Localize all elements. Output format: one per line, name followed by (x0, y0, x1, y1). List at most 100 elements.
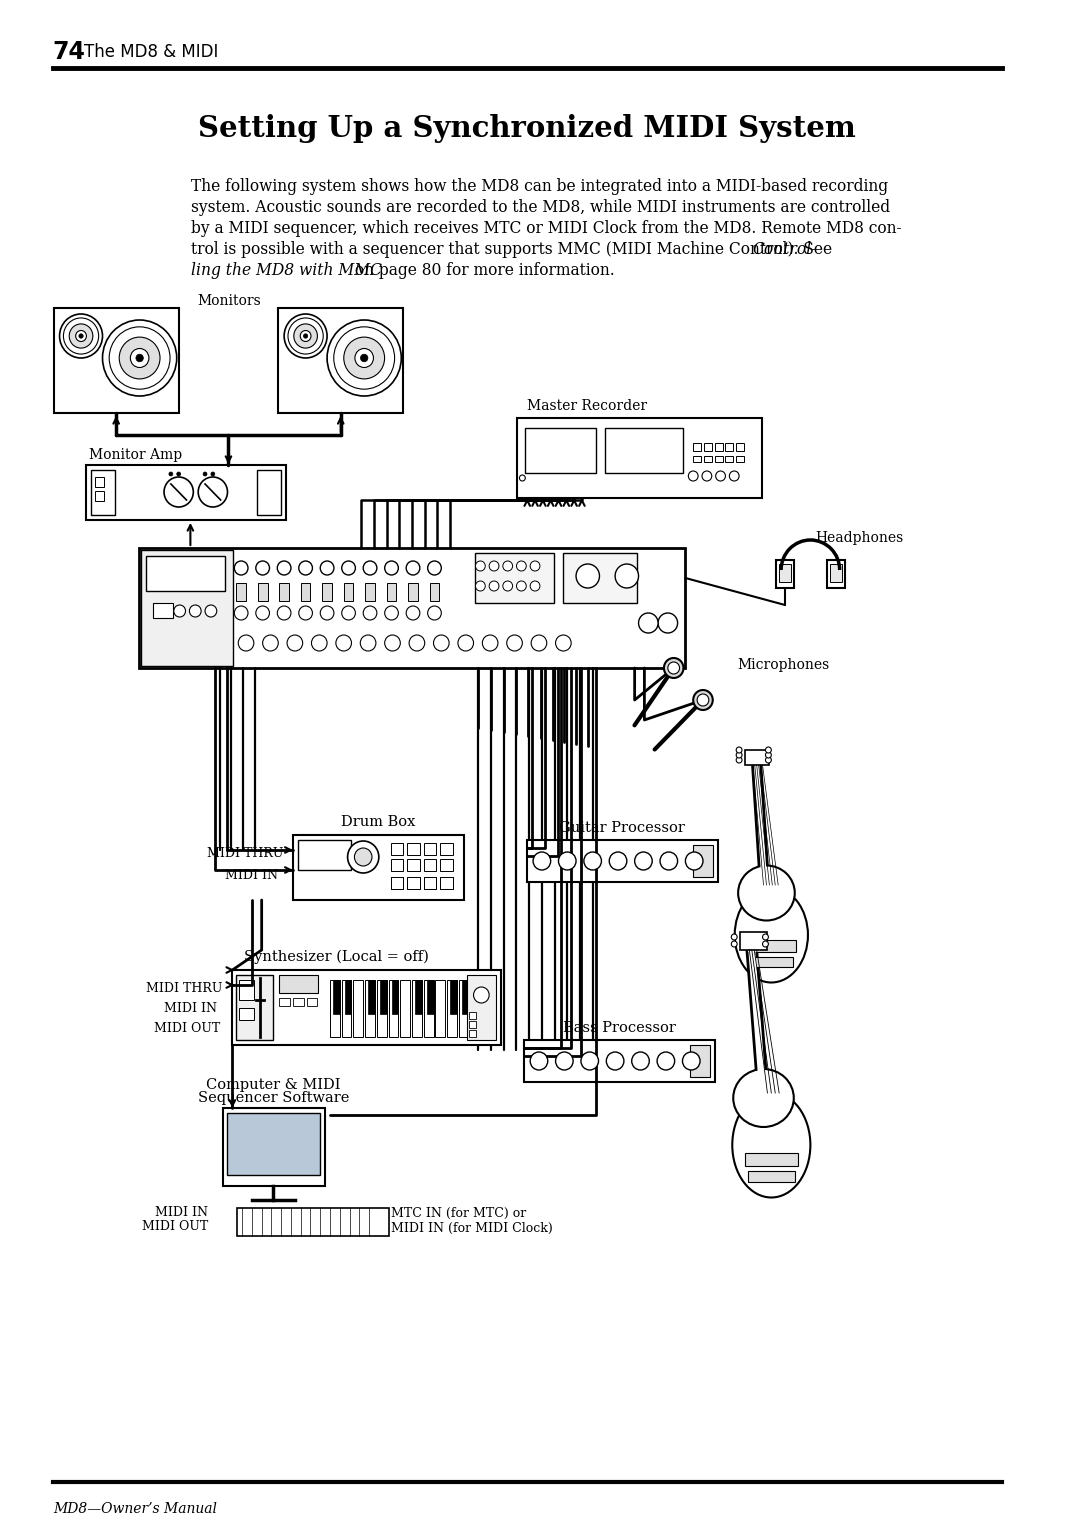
Circle shape (503, 581, 513, 591)
Bar (237, 584, 246, 601)
Circle shape (69, 324, 93, 348)
Text: MIDI OUT: MIDI OUT (141, 1219, 208, 1233)
Circle shape (384, 607, 399, 620)
Bar (407, 877, 420, 889)
Circle shape (300, 330, 311, 341)
Circle shape (168, 472, 173, 477)
Bar (435, 979, 445, 1038)
Bar (138, 549, 686, 668)
Circle shape (686, 853, 703, 869)
Circle shape (507, 636, 523, 651)
Text: Microphones: Microphones (738, 659, 829, 672)
Circle shape (164, 477, 193, 507)
Circle shape (458, 636, 473, 651)
Circle shape (234, 607, 248, 620)
Circle shape (530, 581, 540, 591)
Circle shape (336, 636, 351, 651)
Bar (237, 975, 273, 1041)
Bar (747, 1170, 795, 1183)
Circle shape (361, 636, 376, 651)
Bar (777, 559, 794, 588)
Circle shape (530, 561, 540, 571)
Bar (441, 843, 453, 856)
Circle shape (638, 613, 658, 633)
Circle shape (199, 477, 228, 507)
Bar (408, 584, 418, 601)
Circle shape (658, 613, 677, 633)
Circle shape (428, 561, 442, 575)
Bar (353, 979, 363, 1038)
Text: MIDI THRU: MIDI THRU (207, 847, 283, 859)
Circle shape (341, 561, 355, 575)
Circle shape (606, 1051, 624, 1070)
Bar (380, 979, 387, 1015)
Text: MIDI IN (for MIDI Clock): MIDI IN (for MIDI Clock) (391, 1221, 552, 1235)
Bar (441, 859, 453, 871)
Circle shape (609, 853, 626, 869)
Circle shape (428, 607, 442, 620)
Circle shape (702, 471, 712, 481)
Bar (341, 979, 351, 1038)
Bar (441, 877, 453, 889)
Bar (86, 465, 286, 520)
Bar (473, 979, 481, 1015)
Ellipse shape (734, 888, 808, 983)
Bar (238, 1209, 389, 1236)
Bar (441, 877, 453, 889)
Circle shape (287, 636, 302, 651)
Bar (715, 443, 723, 451)
Circle shape (584, 853, 602, 869)
Bar (469, 1030, 476, 1038)
Circle shape (205, 605, 217, 617)
Bar (690, 1045, 710, 1077)
Bar (391, 877, 403, 889)
Ellipse shape (738, 865, 795, 920)
Bar (447, 979, 457, 1038)
Bar (391, 859, 403, 871)
Circle shape (361, 354, 368, 362)
Bar (257, 471, 281, 515)
Text: trol is possible with a sequencer that supports MMC (MIDI Machine Control). See: trol is possible with a sequencer that s… (191, 241, 837, 258)
Circle shape (278, 561, 291, 575)
Circle shape (558, 853, 576, 869)
Circle shape (234, 561, 248, 575)
Bar (779, 564, 791, 582)
Circle shape (667, 662, 679, 674)
Bar (471, 979, 481, 1038)
Circle shape (384, 636, 401, 651)
Text: Synthesizer (Local = off): Synthesizer (Local = off) (244, 949, 429, 964)
Circle shape (489, 581, 499, 591)
Circle shape (256, 607, 270, 620)
Circle shape (616, 564, 638, 588)
Text: Computer & MIDI: Computer & MIDI (206, 1077, 340, 1093)
Bar (298, 840, 351, 869)
Bar (423, 859, 436, 871)
Text: Monitors: Monitors (198, 293, 261, 309)
Text: MD8—Owner’s Manual: MD8—Owner’s Manual (53, 1502, 217, 1516)
Circle shape (731, 941, 738, 947)
Circle shape (406, 607, 420, 620)
Bar (525, 428, 595, 474)
Circle shape (688, 471, 698, 481)
Circle shape (299, 561, 312, 575)
Bar (564, 553, 636, 604)
Circle shape (632, 1051, 649, 1070)
Bar (389, 979, 399, 1038)
Text: MIDI IN: MIDI IN (164, 1001, 217, 1015)
Bar (391, 877, 403, 889)
Bar (467, 975, 496, 1041)
Circle shape (76, 330, 86, 341)
Bar (279, 309, 403, 413)
Circle shape (406, 561, 420, 575)
Bar (258, 584, 268, 601)
Circle shape (311, 636, 327, 651)
Bar (737, 443, 744, 451)
Circle shape (409, 636, 424, 651)
Bar (423, 979, 433, 1038)
Circle shape (766, 756, 771, 762)
Bar (280, 584, 289, 601)
Circle shape (79, 333, 83, 338)
Bar (91, 471, 116, 515)
Bar (750, 957, 793, 967)
Circle shape (729, 471, 739, 481)
